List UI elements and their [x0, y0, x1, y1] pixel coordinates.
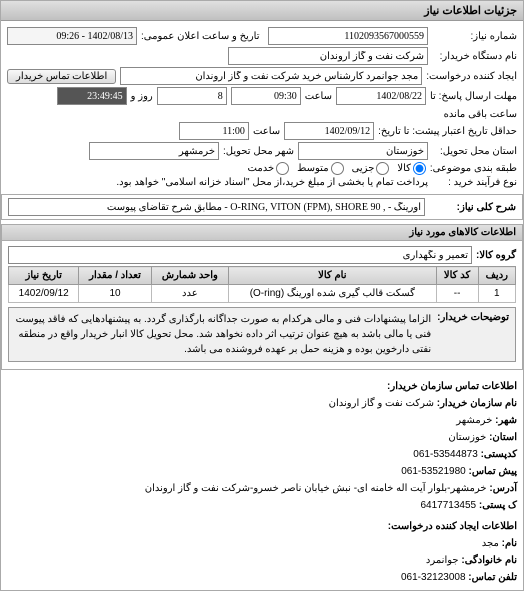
org-tel-label: پیش تماس: — [469, 466, 517, 477]
cell-unit: عدد — [151, 285, 228, 303]
request-no-label: شماره نیاز: — [432, 31, 517, 42]
quote-to-date-input[interactable] — [284, 122, 374, 140]
org-name: شرکت نفت و گاز اروندان — [329, 398, 434, 409]
org-name-label: نام سازمان خریدار: — [437, 398, 517, 409]
goods-section-title: اطلاعات کالاهای مورد نیاز — [1, 224, 523, 241]
col-code: کد کالا — [436, 267, 478, 285]
creator-family: جوانمرد — [426, 555, 459, 566]
location-label: استان محل تحویل: — [432, 146, 517, 157]
goods-table: ردیف کد کالا نام کالا واحد شمارش تعداد /… — [8, 266, 516, 303]
deadline-label: مهلت ارسال پاسخ: تا — [430, 91, 517, 102]
col-qty: تعداد / مقدار — [79, 267, 151, 285]
org-zip-label: ک پستی: — [479, 500, 517, 511]
deadline-date-input[interactable] — [336, 87, 426, 105]
panel-title: جزئیات اطلاعات نیاز — [1, 1, 523, 21]
org-province: خوزستان — [448, 432, 486, 443]
cat-partial-label: جزیی — [352, 163, 375, 174]
creator-label: ایجاد کننده درخواست: — [426, 71, 517, 82]
city-input — [89, 142, 219, 160]
cat-med-label: متوسط — [297, 163, 328, 174]
time-label-2: ساعت — [253, 126, 280, 137]
category-label: طبقه بندی موضوعی: — [430, 163, 517, 174]
location-input — [298, 142, 428, 160]
pub-date-input — [7, 27, 137, 45]
days-left-input — [157, 87, 227, 105]
quote-time-input[interactable] — [179, 122, 249, 140]
buy-process-label: نوع فرآیند خرید : — [432, 177, 517, 188]
category-radios: کالا جزیی متوسط خدمت — [248, 162, 426, 175]
table-header-row: ردیف کد کالا نام کالا واحد شمارش تعداد /… — [9, 267, 516, 285]
org-title: اطلاعات تماس سازمان خریدار: — [7, 378, 517, 395]
creator-tel-label: تلفن تماس: — [468, 572, 517, 583]
cat-service-label: خدمت — [248, 163, 275, 174]
org-addr-label: آدرس: — [489, 483, 517, 494]
org-addr: خرمشهر-بلوار آیت اله خامنه ای- نبش خیابا… — [145, 483, 487, 494]
desc-input — [8, 198, 425, 216]
org-info: اطلاعات تماس سازمان خریدار: نام سازمان خ… — [1, 370, 523, 590]
cat-service-radio[interactable] — [276, 162, 289, 175]
cell-name: گسکت قالب گیری شده اورینگ (O-ring) — [229, 285, 436, 303]
cat-goods-radio[interactable] — [413, 162, 426, 175]
org-zip: 6417713455 — [420, 500, 476, 511]
org-post: 53544873-061 — [413, 449, 478, 460]
creator-input — [120, 67, 422, 85]
creator-family-label: نام خانوادگی: — [461, 555, 517, 566]
org-city: خرمشهر — [456, 415, 492, 426]
org-city-label: شهر: — [495, 415, 517, 426]
group-input — [8, 246, 472, 264]
details-panel: جزئیات اطلاعات نیاز شماره نیاز: تاریخ و … — [0, 0, 524, 591]
col-unit: واحد شمارش — [151, 267, 228, 285]
desc-label: شرح کلی نیاز: — [431, 202, 516, 213]
creator-info-title: اطلاعات ایجاد کننده درخواست: — [7, 518, 517, 535]
hours-left-input — [57, 87, 127, 105]
quote-to-label: حداقل تاریخ اعتبار پیشت: تا تاریخ: — [378, 126, 517, 137]
note-text: الزاما پیشنهادات فنی و مالی هرکدام به صو… — [15, 312, 431, 357]
cell-row: 1 — [478, 285, 515, 303]
remain-label: ساعت باقی مانده — [444, 109, 517, 120]
deadline-time-input[interactable] — [231, 87, 301, 105]
creator-tel: 32123008-061 — [401, 572, 466, 583]
cell-date: 1402/09/12 — [9, 285, 79, 303]
org-post-label: کدپستی: — [481, 449, 517, 460]
col-date: تاریخ نیاز — [9, 267, 79, 285]
time-label-1: ساعت — [305, 91, 332, 102]
cat-partial-radio[interactable] — [376, 162, 389, 175]
form-body: شماره نیاز: تاریخ و ساعت اعلان عمومی: نا… — [1, 21, 523, 194]
col-name: نام کالا — [229, 267, 436, 285]
buy-process-text: پرداخت تمام یا بخشی از مبلغ خرید،از محل … — [116, 177, 428, 188]
pub-date-label: تاریخ و ساعت اعلان عمومی: — [141, 31, 260, 42]
buyer-device-label: نام دستگاه خریدار: — [432, 51, 517, 62]
buyer-note: توضیحات خریدار: الزاما پیشنهادات فنی و م… — [8, 307, 516, 362]
col-row: ردیف — [478, 267, 515, 285]
group-label: گروه کالا: — [476, 250, 516, 261]
request-no-input[interactable] — [268, 27, 428, 45]
org-tel: 53521980-061 — [401, 466, 466, 477]
cat-goods-label: کالا — [397, 163, 411, 174]
contact-button[interactable]: اطلاعات تماس خریدار — [7, 69, 116, 84]
note-label: توضیحات خریدار: — [437, 312, 509, 357]
buyer-device-input — [228, 47, 428, 65]
creator-name-label: نام: — [502, 538, 517, 549]
cell-qty: 10 — [79, 285, 151, 303]
table-row[interactable]: 1 -- گسکت قالب گیری شده اورینگ (O-ring) … — [9, 285, 516, 303]
cell-code: -- — [436, 285, 478, 303]
city-label: شهر محل تحویل: — [223, 146, 294, 157]
org-province-label: استان: — [489, 432, 517, 443]
creator-name: مجد — [482, 538, 499, 549]
days-label: روز و — [131, 91, 153, 102]
cat-med-radio[interactable] — [331, 162, 344, 175]
